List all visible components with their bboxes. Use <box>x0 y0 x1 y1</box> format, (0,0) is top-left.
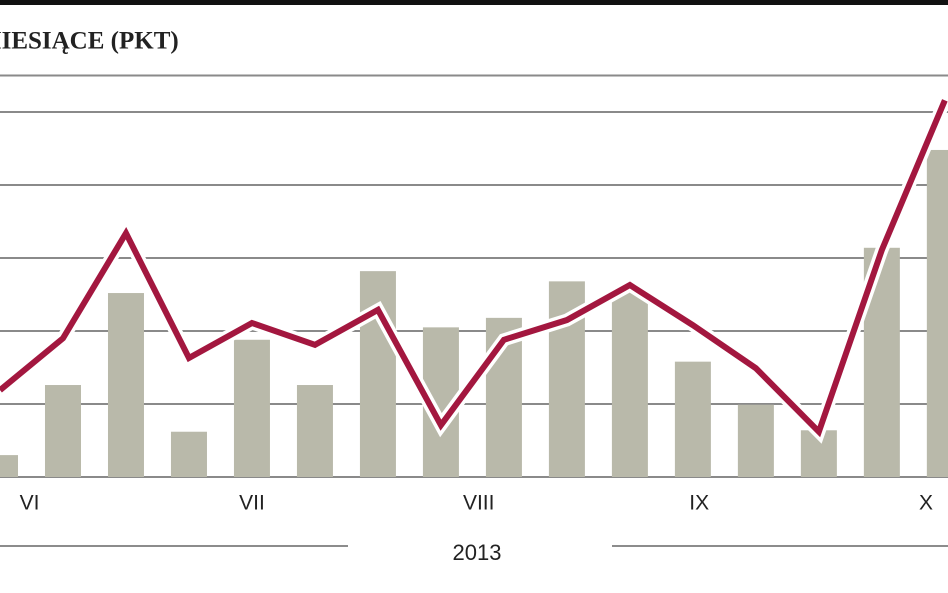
x-tick-label: IX <box>689 492 709 515</box>
x-tick-label: X <box>919 492 933 515</box>
year-label: 2013 <box>453 540 502 565</box>
bar <box>611 290 648 477</box>
top-rule <box>0 0 948 5</box>
line <box>0 99 948 438</box>
plot: VI VII VIII IX X <box>0 74 948 515</box>
bar <box>296 385 333 477</box>
bar <box>233 339 270 477</box>
bar <box>0 455 18 477</box>
chart-title: MIESIĄCE (PKT) <box>0 28 179 55</box>
x-tick-label: VI <box>20 492 40 515</box>
bar <box>359 271 396 477</box>
bar <box>107 293 144 477</box>
bar <box>926 149 948 477</box>
x-tick-label: VIII <box>463 492 495 515</box>
bar <box>674 361 711 477</box>
bar <box>170 431 207 477</box>
bar <box>44 385 81 477</box>
x-tick-label: VII <box>239 492 265 515</box>
bar <box>737 404 774 477</box>
